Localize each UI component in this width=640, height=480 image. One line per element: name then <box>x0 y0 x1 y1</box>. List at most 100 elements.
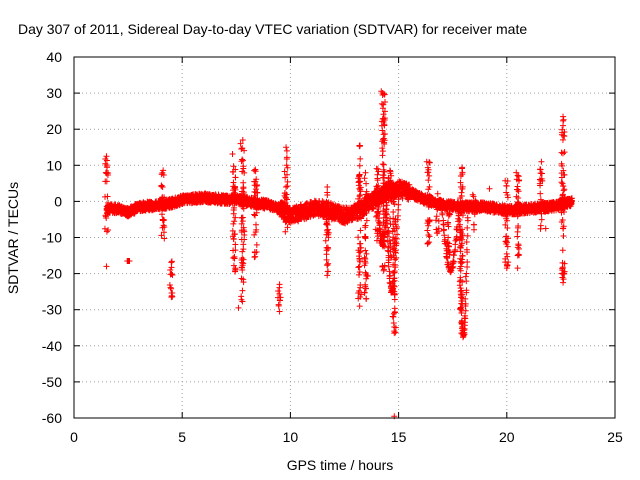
data-point <box>464 259 471 266</box>
data-point <box>283 155 290 162</box>
data-point <box>324 261 331 268</box>
data-point <box>463 270 470 277</box>
data-point <box>357 227 364 234</box>
data-point <box>161 235 168 242</box>
chart-title: Day 307 of 2011, Sidereal Day-to-day VTE… <box>18 21 527 37</box>
data-point <box>238 214 245 221</box>
data-point <box>356 263 363 270</box>
data-point <box>276 281 283 288</box>
data-point <box>230 236 237 243</box>
data-point <box>439 211 446 218</box>
data-point <box>356 162 363 169</box>
data-point <box>229 151 236 158</box>
data-point <box>458 260 465 267</box>
data-point <box>230 254 237 261</box>
data-point <box>379 148 386 155</box>
data-point <box>561 149 568 156</box>
data-point <box>542 225 549 232</box>
data-point <box>276 308 283 315</box>
y-tick-label: -20 <box>42 266 62 282</box>
y-tick-label: -60 <box>42 410 62 426</box>
data-point <box>239 218 246 225</box>
data-point <box>363 295 370 302</box>
gridlines <box>74 57 615 418</box>
data-point <box>538 216 545 223</box>
y-tick-label: -40 <box>42 338 62 354</box>
data-point <box>456 216 463 223</box>
data-point <box>103 178 110 185</box>
data-point <box>462 273 469 280</box>
data-point <box>284 183 291 190</box>
data-point <box>254 189 261 196</box>
data-point <box>560 116 567 123</box>
data-point <box>395 201 402 208</box>
y-tick-label: -10 <box>42 230 62 246</box>
data-point <box>391 269 398 276</box>
data-point <box>323 256 330 263</box>
data-point <box>362 169 369 176</box>
y-tick-label: -30 <box>42 302 62 318</box>
data-point <box>424 227 431 234</box>
data-point <box>538 158 545 165</box>
data-point <box>239 157 246 164</box>
data-point <box>425 177 432 184</box>
data-point <box>515 245 522 252</box>
data-point <box>232 174 239 181</box>
data-point <box>464 224 471 231</box>
data-point <box>324 221 331 228</box>
data-point <box>283 144 290 151</box>
data-point <box>424 240 431 247</box>
data-point <box>559 247 566 254</box>
x-axis-label: GPS time / hours <box>287 457 394 473</box>
data-point <box>374 171 381 178</box>
data-point <box>275 301 282 308</box>
data-point <box>168 294 175 301</box>
x-tick-label: 15 <box>391 429 407 445</box>
y-tick-label: 0 <box>54 193 62 209</box>
data-point <box>514 172 521 179</box>
data-point <box>464 232 471 239</box>
data-point <box>168 258 175 265</box>
y-tick-label: 40 <box>46 49 62 65</box>
data-point <box>355 234 362 241</box>
data-point <box>390 313 397 320</box>
x-tick-label: 0 <box>70 429 78 445</box>
data-point <box>283 184 290 191</box>
data-point <box>471 226 478 233</box>
data-point <box>276 290 283 297</box>
data-point <box>560 113 567 120</box>
y-axis-label: SDTVAR / TECUs <box>5 182 21 294</box>
data-point <box>380 90 387 97</box>
data-point <box>514 233 521 240</box>
x-tick-label: 5 <box>178 429 186 445</box>
data-point <box>361 175 368 182</box>
data-point <box>503 182 510 189</box>
data-point <box>160 216 167 223</box>
data-point <box>253 241 260 248</box>
data-point <box>239 287 246 294</box>
data-point <box>537 190 544 197</box>
data-point <box>363 217 370 224</box>
data-point <box>432 217 439 224</box>
y-tick-label: -50 <box>42 374 62 390</box>
data-point <box>324 183 331 190</box>
data-point <box>369 206 376 213</box>
data-point <box>252 186 259 193</box>
data-point <box>322 237 329 244</box>
data-point <box>515 251 522 258</box>
data-point <box>166 281 173 288</box>
data-point <box>103 153 110 160</box>
data-point <box>363 180 370 187</box>
data-point <box>560 232 567 239</box>
axis-ticks: 0 5 10 15 20 25 -60 -50 -40 -30 -20 -10 0 10 20 30 40 <box>42 49 623 445</box>
data-point <box>232 241 239 248</box>
data-point <box>560 187 567 194</box>
data-point <box>537 222 544 229</box>
data-point <box>232 214 239 221</box>
data-points <box>101 88 575 420</box>
data-point <box>514 252 521 259</box>
plot-frame <box>73 56 616 419</box>
data-point <box>434 190 441 197</box>
data-point <box>230 220 237 227</box>
